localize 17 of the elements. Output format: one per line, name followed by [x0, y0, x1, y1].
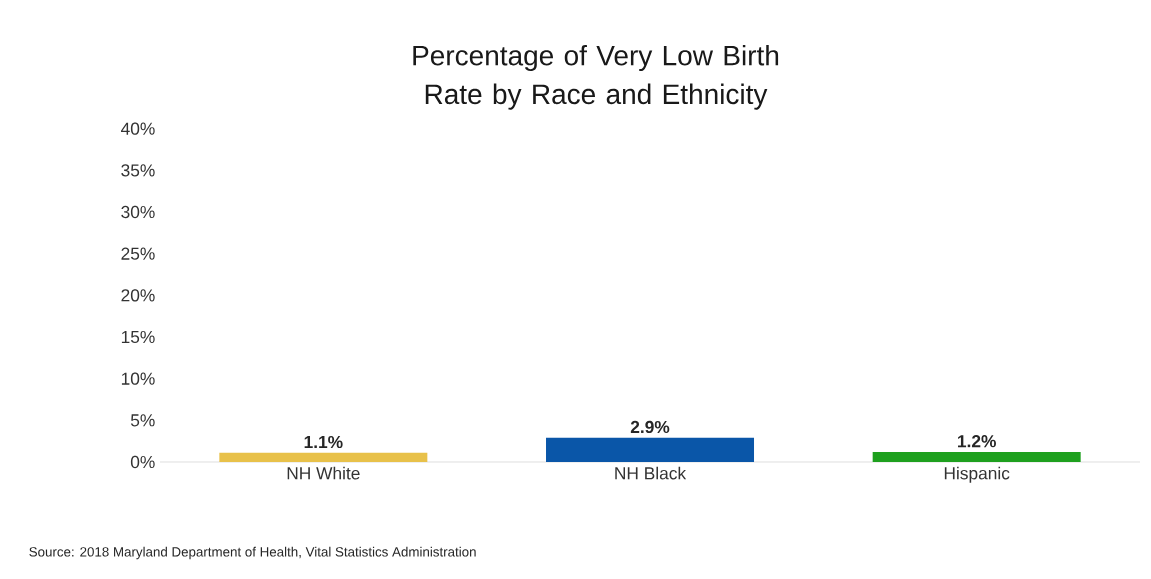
chart-title: Percentage of Very Low Birth Rate by Race and Ethnicity	[413, 44, 779, 110]
source-note: Source: 2018 Maryland Department of Health, Vital Statistics Administration	[29, 546, 476, 560]
y-tick-label: 35%	[121, 164, 155, 177]
y-tick-label: 5%	[130, 414, 155, 427]
x-tick-label: NH Black	[615, 466, 687, 480]
y-tick-label: 40%	[121, 122, 155, 135]
y-tick-label: 15%	[121, 330, 155, 344]
x-tick-label: Hispanic	[944, 466, 1010, 483]
y-tick-label: 20%	[121, 289, 155, 302]
y-tick-label: 10%	[121, 372, 155, 385]
y-tick-label: 25%	[121, 247, 155, 260]
y-tick-label: 0%	[130, 455, 155, 469]
data-label: 2.9%	[630, 420, 670, 434]
data-label: 1.2%	[958, 435, 996, 448]
y-tick-label: 30%	[121, 205, 155, 219]
data-label: 1.1%	[304, 435, 343, 449]
x-tick-label: NH White	[287, 466, 360, 480]
